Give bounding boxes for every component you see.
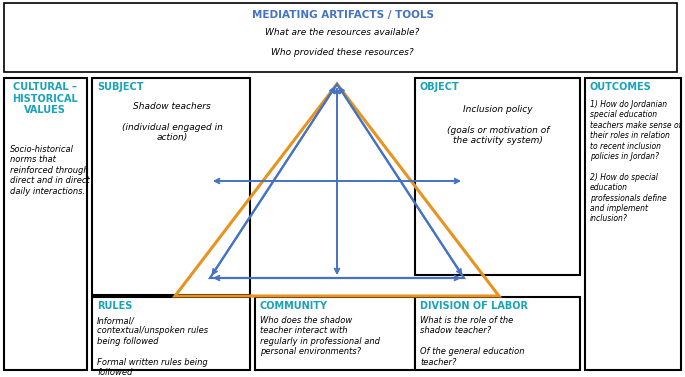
Text: OUTCOMES: OUTCOMES [590,82,651,92]
Bar [4,3,677,72]
Text: CULTURAL –
HISTORICAL
VALUES: CULTURAL – HISTORICAL VALUES [12,82,78,115]
Bar [585,78,681,370]
Text: COMMUNITY: COMMUNITY [260,301,328,311]
Text: RULES: RULES [97,301,132,311]
Text: What are the resources available?: What are the resources available? [265,28,420,37]
Text: OBJECT: OBJECT [420,82,460,92]
Text: Inclusion policy

(goals or motivation of
the activity system): Inclusion policy (goals or motivation of… [447,105,549,145]
Bar [255,297,415,370]
Text: Informal/
contextual/unspoken rules
being followed

Formal written rules being
f: Informal/ contextual/unspoken rules bein… [97,316,208,377]
Text: 1) How do Jordanian
special education
teachers make sense of
their roles in rela: 1) How do Jordanian special education te… [590,100,682,224]
Text: MEDIATING ARTIFACTS / TOOLS: MEDIATING ARTIFACTS / TOOLS [251,10,434,20]
Text: Socio-historical
norms that
reinforced through
direct and in direct
daily intera: Socio-historical norms that reinforced t… [10,145,90,196]
Text: SUBJECT: SUBJECT [97,82,143,92]
Bar [4,78,87,370]
Text: Shadow teachers

(individual engaged in
action): Shadow teachers (individual engaged in a… [121,102,223,142]
Bar [92,297,250,370]
Text: Who does the shadow
teacher interact with
regularly in professional and
personal: Who does the shadow teacher interact wit… [260,316,380,356]
Text: DIVISION OF LABOR: DIVISION OF LABOR [420,301,528,311]
Bar [415,297,580,370]
Bar [92,78,250,295]
Text: What is the role of the
shadow teacher?

Of the general education
teacher?

Of t: What is the role of the shadow teacher? … [420,316,540,377]
Text: Who provided these resources?: Who provided these resources? [271,48,414,57]
Bar [415,78,580,275]
